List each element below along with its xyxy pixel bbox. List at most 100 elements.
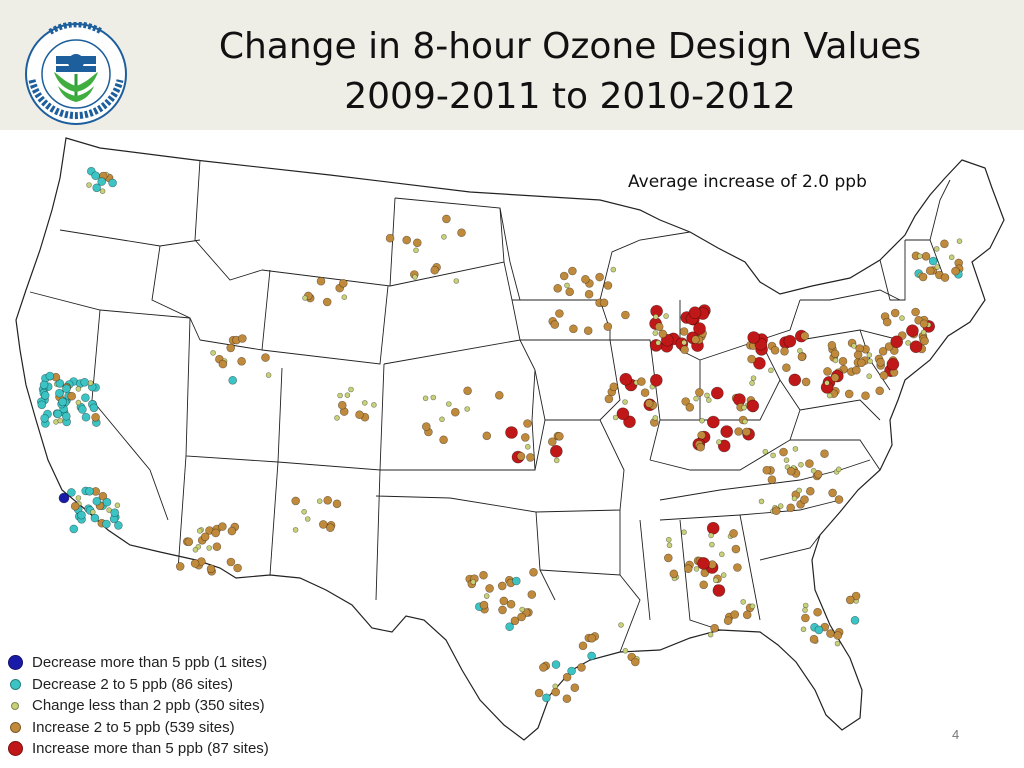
site-marker — [712, 584, 726, 597]
site-marker — [747, 331, 761, 344]
site-marker — [852, 365, 861, 375]
site-marker — [834, 640, 841, 647]
site-marker — [649, 373, 663, 387]
site-marker — [385, 233, 395, 243]
site-marker — [782, 363, 791, 373]
site-marker — [830, 373, 840, 382]
site-marker — [337, 392, 343, 399]
site-marker — [867, 358, 873, 365]
site-marker — [479, 570, 488, 580]
site-marker — [685, 402, 695, 412]
site-marker — [679, 327, 689, 336]
site-marker — [550, 320, 560, 329]
site-marker — [529, 567, 538, 577]
site-marker — [570, 683, 580, 693]
site-marker — [77, 510, 86, 520]
site-marker — [718, 551, 725, 558]
site-marker — [527, 590, 537, 599]
site-marker — [644, 399, 654, 408]
site-marker — [731, 544, 741, 554]
site-marker — [823, 367, 832, 376]
site-marker — [439, 435, 448, 445]
site-marker — [798, 461, 804, 468]
site-marker — [618, 622, 624, 628]
site-marker — [951, 266, 960, 276]
site-marker — [192, 546, 199, 553]
site-marker — [516, 451, 526, 461]
site-marker — [753, 356, 766, 370]
site-marker — [81, 412, 91, 422]
site-marker — [746, 399, 760, 413]
site-marker — [62, 384, 71, 394]
slide-header: Change in 8-hour Ozone Design Values 200… — [0, 0, 1024, 130]
map-annotation: Average increase of 2.0 ppb — [628, 172, 867, 192]
site-marker — [567, 666, 576, 676]
site-marker — [906, 324, 919, 338]
legend-item: Decrease more than 5 ppb (1 sites) — [7, 652, 340, 674]
site-marker — [709, 541, 715, 548]
site-marker — [845, 595, 855, 605]
legend-item: Decrease 2 to 5 ppb (86 sites) — [9, 674, 340, 696]
site-marker — [838, 356, 848, 366]
site-marker — [622, 647, 629, 654]
site-marker — [604, 394, 614, 404]
site-marker — [519, 606, 526, 613]
site-marker — [595, 272, 604, 282]
site-marker — [708, 532, 714, 539]
site-marker — [770, 345, 780, 355]
legend-label: Increase more than 5 ppb (87 sites) — [32, 740, 269, 758]
site-marker — [45, 371, 55, 381]
site-marker — [70, 501, 80, 511]
site-marker — [90, 509, 96, 515]
site-marker — [616, 407, 630, 421]
site-marker — [338, 278, 348, 288]
site-marker — [564, 282, 570, 289]
site-marker — [568, 266, 577, 276]
slide-title: Change in 8-hour Ozone Design Values 200… — [140, 22, 1000, 122]
site-marker — [669, 569, 679, 579]
site-marker — [334, 415, 340, 421]
site-marker — [786, 466, 796, 476]
site-marker — [482, 431, 492, 441]
site-marker — [688, 306, 702, 320]
site-marker — [797, 347, 803, 354]
site-marker — [693, 395, 699, 402]
site-marker — [599, 298, 609, 308]
site-marker — [786, 503, 796, 513]
site-marker — [610, 266, 617, 273]
site-marker — [788, 373, 802, 387]
site-marker — [40, 413, 49, 423]
site-marker — [630, 657, 640, 667]
site-marker — [99, 188, 106, 194]
site-marker — [75, 386, 82, 392]
site-marker — [899, 315, 905, 321]
site-marker — [749, 380, 755, 386]
site-marker — [457, 228, 466, 237]
site-marker — [652, 330, 659, 336]
site-marker — [562, 672, 572, 682]
site-marker — [539, 663, 548, 672]
site-marker — [75, 495, 82, 501]
site-marker — [114, 521, 123, 530]
site-marker — [422, 395, 429, 402]
site-marker — [905, 340, 911, 346]
site-marker — [81, 393, 90, 403]
site-marker — [911, 307, 920, 317]
site-marker — [57, 417, 64, 424]
legend-swatch — [7, 741, 23, 757]
site-marker — [479, 600, 489, 610]
site-marker — [108, 178, 117, 188]
site-marker — [523, 419, 532, 428]
site-marker — [441, 234, 447, 240]
site-marker — [110, 508, 119, 518]
site-marker — [89, 403, 99, 413]
site-marker — [325, 523, 335, 533]
site-marker — [453, 278, 460, 284]
legend-item: Change less than 2 ppb (350 sites) — [10, 695, 340, 717]
site-marker — [890, 335, 904, 349]
site-marker — [559, 271, 569, 281]
site-marker — [553, 283, 563, 293]
site-marker — [797, 352, 807, 362]
site-marker — [940, 273, 950, 282]
site-marker — [802, 607, 808, 613]
